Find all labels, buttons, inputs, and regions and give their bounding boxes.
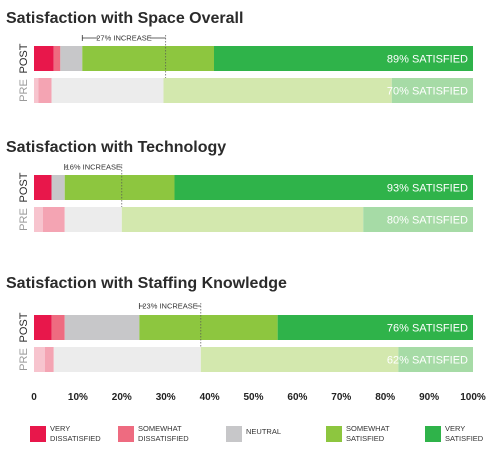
post-row-label: POST [18,312,30,342]
x-tick-label: 20% [112,392,132,403]
bar-segment [34,207,43,232]
satisfied-label: 89% SATISFIED [387,54,468,66]
bar-segment [53,46,61,71]
bar-segment [139,315,278,340]
bar-segment [64,207,122,232]
increase-label-bg [144,300,197,310]
x-tick-label: 80% [375,392,395,403]
bar-segment [34,175,52,200]
bar-segment [64,175,175,200]
pre-row-label: PRE [18,208,30,231]
satisfied-label: 70% SATISFIED [387,86,468,98]
legend-swatch [118,426,134,442]
post-row-label: POST [18,43,30,73]
bar-segment [398,347,473,372]
bar-segment [44,347,54,372]
bar-segment [53,347,201,372]
panel-title: Satisfaction with Space Overall [6,10,243,27]
legend-label: SOMEWHAT [346,424,390,433]
x-tick-label: 70% [331,392,351,403]
legend-swatch [326,426,342,442]
increase-label: 16% INCREASE [66,163,121,172]
x-tick-label: 90% [419,392,439,403]
x-tick-label: 10% [68,392,88,403]
bar-segment [51,78,164,103]
pre-row-label: PRE [18,79,30,102]
increase-label: 27% INCREASE [96,34,151,43]
legend-label: VERY [445,424,465,433]
legend-label: SOMEWHAT [138,424,182,433]
legend-label: VERY [50,424,70,433]
bar-segment [34,78,39,103]
legend-label: DISSATISFIED [50,434,101,443]
increase-label-bg [97,32,150,42]
bar-segment [34,347,45,372]
bar-segment [121,207,364,232]
legend-label: SATISFIED [346,434,385,443]
pre-row-label: PRE [18,348,30,371]
bar-segment [82,46,214,71]
panel-title: Satisfaction with Staffing Knowledge [6,275,287,292]
bar-segment [391,78,473,103]
bar-segment [277,315,473,340]
bar-segment [363,207,473,232]
legend-label: SATISFIED [445,434,484,443]
satisfied-label: 80% SATISFIED [387,215,468,227]
bar-segment [64,315,140,340]
x-tick-label: 40% [200,392,220,403]
bar-segment [213,46,474,71]
increase-label: 23% INCREASE [142,302,197,311]
satisfied-label: 93% SATISFIED [387,183,468,195]
legend-label: DISSATISFIED [138,434,189,443]
x-tick-label: 30% [156,392,176,403]
bar-segment [60,46,83,71]
x-tick-label: 50% [243,392,263,403]
bar-segment [174,175,474,200]
panel-title: Satisfaction with Technology [6,139,226,156]
satisfied-label: 76% SATISFIED [387,323,468,335]
satisfied-label: 62% SATISFIED [387,355,468,367]
post-row-label: POST [18,172,30,202]
x-tick-label: 60% [287,392,307,403]
legend-swatch [226,426,242,442]
bar-segment [51,315,65,340]
bar-segment [163,78,392,103]
legend-label: NEUTRAL [246,427,281,436]
legend-swatch [30,426,46,442]
legend-swatch [425,426,441,442]
x-tick-label: 0 [31,392,37,403]
bar-segment [34,46,54,71]
bar-segment [34,315,52,340]
bar-segment [51,175,65,200]
x-tick-label: 100% [460,392,486,403]
increase-label-bg [67,161,120,171]
bar-segment [38,78,52,103]
bar-segment [200,347,399,372]
bar-segment [42,207,65,232]
